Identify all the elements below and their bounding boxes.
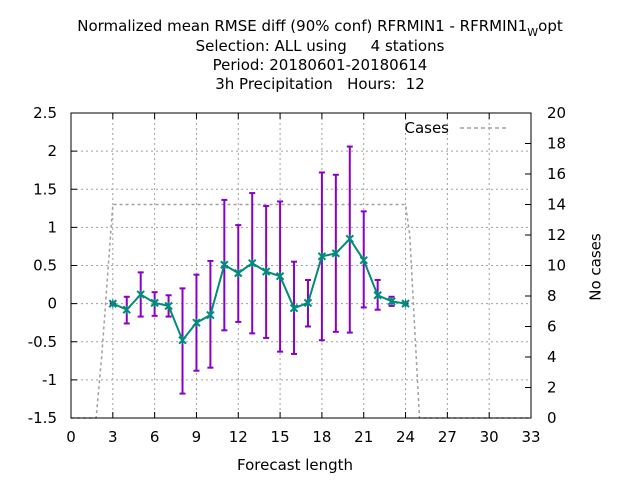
x-axis-label: Forecast length	[237, 456, 354, 474]
y2-tick-label: 8	[547, 287, 557, 305]
x-tick-label: 18	[312, 428, 331, 446]
y-tick-label: 2	[47, 142, 57, 160]
y-tick-label: 1	[47, 218, 57, 236]
data-point	[192, 318, 201, 327]
y-tick-label: 2.5	[33, 104, 57, 122]
x-tick-label: 6	[150, 428, 160, 446]
legend-label-cases: Cases	[404, 119, 449, 137]
data-point	[164, 301, 173, 311]
data-point	[275, 271, 285, 281]
rmse-diff-series	[108, 234, 410, 345]
x-tick-label: 12	[229, 428, 248, 446]
y2-tick-label: 14	[547, 196, 566, 214]
y-tick-label: -0.5	[28, 333, 57, 351]
chart-title-line-4: 3h Precipitation Hours: 12	[215, 75, 425, 93]
y2-tick-label: 16	[547, 165, 566, 183]
x-tick-label: 21	[354, 428, 373, 446]
data-point	[178, 336, 187, 345]
data-point	[122, 305, 131, 314]
chart-title-line-1: Normalized mean RMSE diff (90% conf) RFR…	[77, 17, 563, 39]
data-point	[317, 252, 327, 261]
chart-title-line-2: Selection: ALL using 4 stations	[195, 37, 445, 55]
data-point	[248, 259, 257, 268]
y-tick-label: 0	[47, 295, 57, 313]
y2-tick-label: 4	[547, 348, 557, 366]
y2-tick-label: 12	[547, 226, 566, 244]
data-point	[373, 291, 382, 300]
data-point	[401, 299, 410, 308]
data-point	[387, 297, 396, 306]
data-point	[150, 298, 159, 308]
y2-tick-label: 10	[547, 257, 566, 275]
y-tick-label: -1.5	[28, 409, 57, 427]
data-point	[289, 303, 299, 313]
axis-ticks: 0 3 6 9 12 15 18 21 24 27 30 33-1.5-1-0.500.511.522…	[28, 104, 566, 446]
plot-frame	[70, 112, 532, 419]
chart-title-subscript: W	[527, 26, 539, 39]
data-point	[303, 298, 313, 308]
data-point	[108, 299, 118, 308]
y2-tick-label: 2	[547, 379, 557, 397]
y2-axis-label: No cases	[586, 233, 605, 301]
data-point	[331, 249, 341, 258]
y2-tick-label: 0	[547, 409, 557, 427]
cases-series	[71, 203, 531, 419]
cases-line	[71, 203, 531, 419]
x-tick-label: 24	[396, 428, 415, 446]
data-point	[345, 234, 354, 244]
y2-tick-label: 18	[547, 135, 566, 153]
x-tick-label: 15	[271, 428, 290, 446]
x-tick-label: 9	[192, 428, 202, 446]
x-tick-label: 0	[66, 428, 76, 446]
x-tick-label: 27	[438, 428, 457, 446]
data-point	[206, 310, 215, 320]
legend: Cases	[404, 119, 506, 137]
data-point	[136, 290, 145, 299]
y-tick-label: 0.5	[33, 257, 57, 275]
y-tick-label: 1.5	[33, 180, 57, 198]
y-tick-label: -1	[42, 371, 57, 389]
grid-lines	[71, 113, 531, 418]
chart-title-line-3: Period: 20180601-20180614	[212, 56, 428, 74]
y2-tick-label: 6	[547, 318, 557, 336]
x-tick-label: 3	[108, 428, 118, 446]
data-point	[261, 267, 271, 276]
y2-tick-label: 20	[547, 104, 566, 122]
data-point	[234, 268, 243, 278]
rmse-diff-line	[112, 237, 406, 343]
x-tick-label: 30	[480, 428, 499, 446]
data-point	[220, 260, 229, 269]
x-tick-label: 33	[521, 428, 540, 446]
data-point	[359, 255, 368, 265]
